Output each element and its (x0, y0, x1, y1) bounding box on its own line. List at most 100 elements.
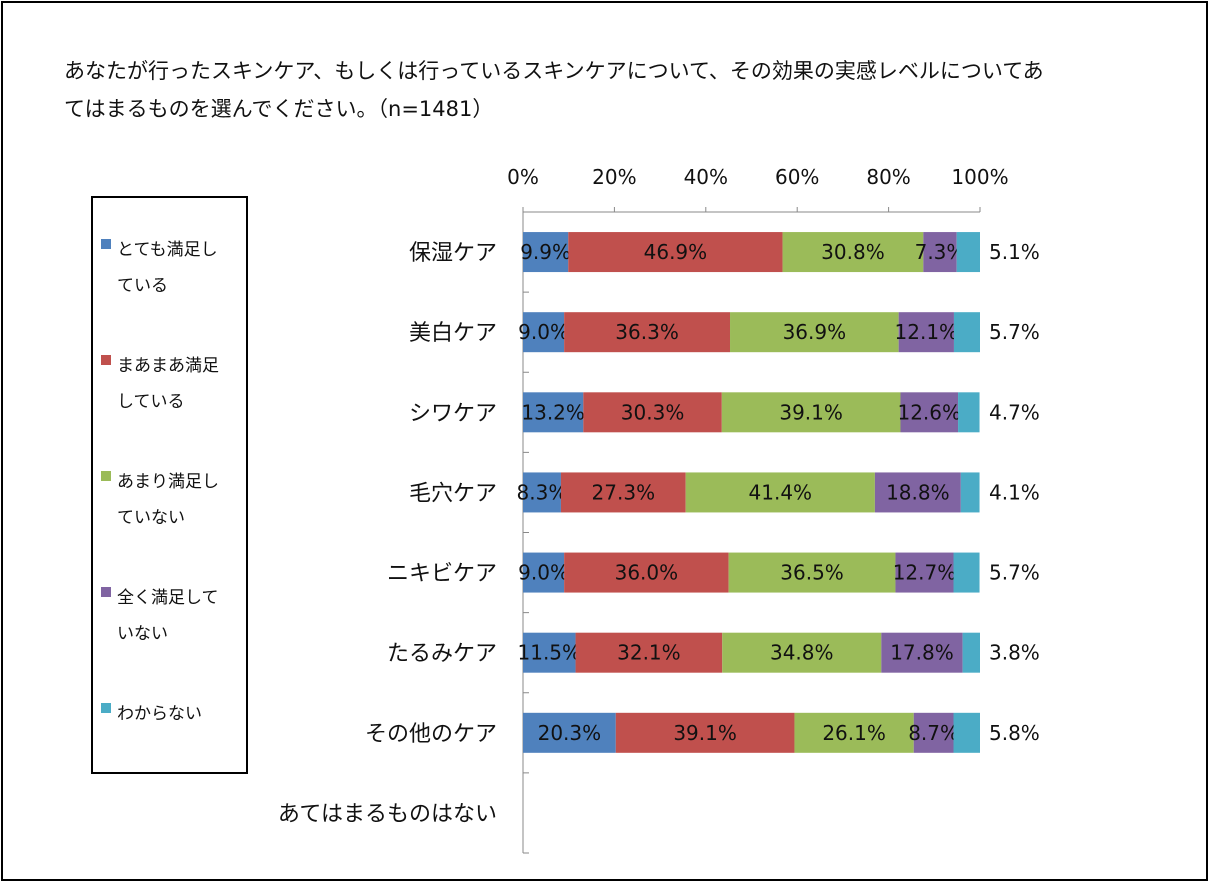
bar-segment (881, 632, 963, 673)
bar-segment (958, 392, 980, 433)
bar-segment (523, 632, 576, 673)
data-label: 41.4% (749, 480, 813, 504)
data-label: 30.8% (821, 240, 885, 264)
bar-segment (615, 712, 795, 753)
legend-swatch-somewhat-satisfied (101, 355, 111, 365)
category-label: 毛穴ケア (409, 481, 497, 506)
data-label: 3.8% (989, 641, 1040, 665)
legend: とても満足し ている まあまあ満足 している あまり満足し ていない 全く満足し… (91, 196, 248, 774)
category-label: ニキビケア (387, 562, 497, 587)
bar-segment (794, 712, 914, 753)
legend-label-line: とても満足し (117, 240, 218, 260)
legend-swatch-not-satisfied-at-all (101, 587, 111, 597)
category-label: その他のケア (365, 722, 497, 747)
legend-label-line: 全く満足して (117, 588, 219, 608)
bar-segment (960, 472, 980, 513)
bar-segment (953, 712, 980, 753)
bar-segment (523, 552, 565, 593)
data-label: 34.8% (770, 641, 834, 665)
data-label: 4.7% (989, 400, 1040, 424)
data-label: 26.1% (822, 721, 886, 745)
chart-title: あなたが行ったスキンケア、もしくは行っているスキンケアについて、その効果の実感レ… (64, 59, 1044, 121)
bar-segment (721, 392, 901, 433)
x-tick-label: 0% (507, 165, 539, 189)
bar-segment (962, 632, 980, 673)
bar-segment (956, 232, 980, 273)
category-label: あてはまるものはない (278, 802, 497, 827)
legend-label-very-satisfied: とても満足し ている (117, 232, 245, 304)
category-label: 美白ケア (409, 321, 497, 346)
bar-segment (564, 312, 731, 353)
bar-segment (953, 312, 980, 353)
bar-segment (874, 472, 961, 513)
data-label: 5.7% (989, 320, 1040, 344)
data-label: 12.6% (897, 400, 961, 424)
bar-segment (923, 232, 957, 273)
bar-segment (568, 232, 783, 273)
x-tick-label: 60% (775, 165, 819, 189)
data-label: 36.0% (615, 561, 679, 585)
category-label: シワケア (409, 401, 497, 426)
bar-segment (895, 552, 954, 593)
data-label: 30.3% (621, 400, 685, 424)
data-label: 5.7% (989, 561, 1040, 585)
bar-segment (730, 312, 899, 353)
x-tick-label: 100% (951, 165, 1008, 189)
data-label: 12.1% (895, 320, 959, 344)
legend-label-not-satisfied-at-all: 全く満足して いない (117, 580, 245, 652)
data-label: 39.1% (779, 400, 843, 424)
x-tick-label: 80% (866, 165, 910, 189)
bar-segment (953, 552, 980, 593)
data-label: 5.8% (989, 721, 1040, 745)
bar-segment (900, 392, 959, 433)
bar-segment (560, 472, 686, 513)
data-label: 4.1% (989, 480, 1040, 504)
x-tick-label: 40% (684, 165, 728, 189)
bar-segment (685, 472, 875, 513)
category-label: たるみケア (387, 642, 497, 667)
x-tick-label: 20% (592, 165, 636, 189)
data-label: 8.3% (517, 480, 568, 504)
bar-segment (564, 552, 729, 593)
data-label: 13.2% (521, 400, 585, 424)
bar-segment (575, 632, 723, 673)
data-label: 9.9% (520, 240, 571, 264)
legend-label-line: まあまあ満足 (117, 356, 219, 376)
category-label: 保湿ケア (409, 241, 497, 266)
data-label: 46.9% (644, 240, 708, 264)
bar-segment (523, 312, 565, 353)
data-label: 12.7% (893, 561, 957, 585)
data-label: 8.7% (908, 721, 959, 745)
data-label: 11.5% (518, 641, 582, 665)
data-label: 9.0% (518, 561, 569, 585)
bar-segment (523, 232, 569, 273)
bar-segment (722, 632, 882, 673)
bar-segment (583, 392, 722, 433)
bar-segment (523, 712, 616, 753)
bar-segment (728, 552, 896, 593)
data-label: 9.0% (518, 320, 569, 344)
data-label: 27.3% (592, 480, 656, 504)
data-label: 32.1% (617, 641, 681, 665)
legend-swatch-very-satisfied (101, 239, 111, 249)
legend-label-somewhat-satisfied: まあまあ満足 している (117, 348, 245, 420)
data-label: 36.5% (780, 561, 844, 585)
legend-swatch-dont-know (101, 703, 111, 713)
legend-swatch-not-very-satisfied (101, 471, 111, 481)
bar-segment (898, 312, 954, 353)
legend-label-line: ている (117, 276, 168, 296)
legend-label-line: あまり満足し (117, 472, 219, 492)
data-label: 17.8% (890, 641, 954, 665)
legend-label-line: いない (117, 624, 168, 644)
data-label: 5.1% (989, 240, 1040, 264)
legend-label-line: ていない (117, 508, 185, 528)
data-label: 20.3% (538, 721, 602, 745)
data-label: 36.9% (783, 320, 847, 344)
bar-segment (913, 712, 954, 753)
legend-label-line: している (117, 392, 185, 412)
legend-label-not-very-satisfied: あまり満足し ていない (117, 464, 245, 536)
legend-label-line: わからない (117, 704, 202, 724)
data-label: 39.1% (673, 721, 737, 745)
